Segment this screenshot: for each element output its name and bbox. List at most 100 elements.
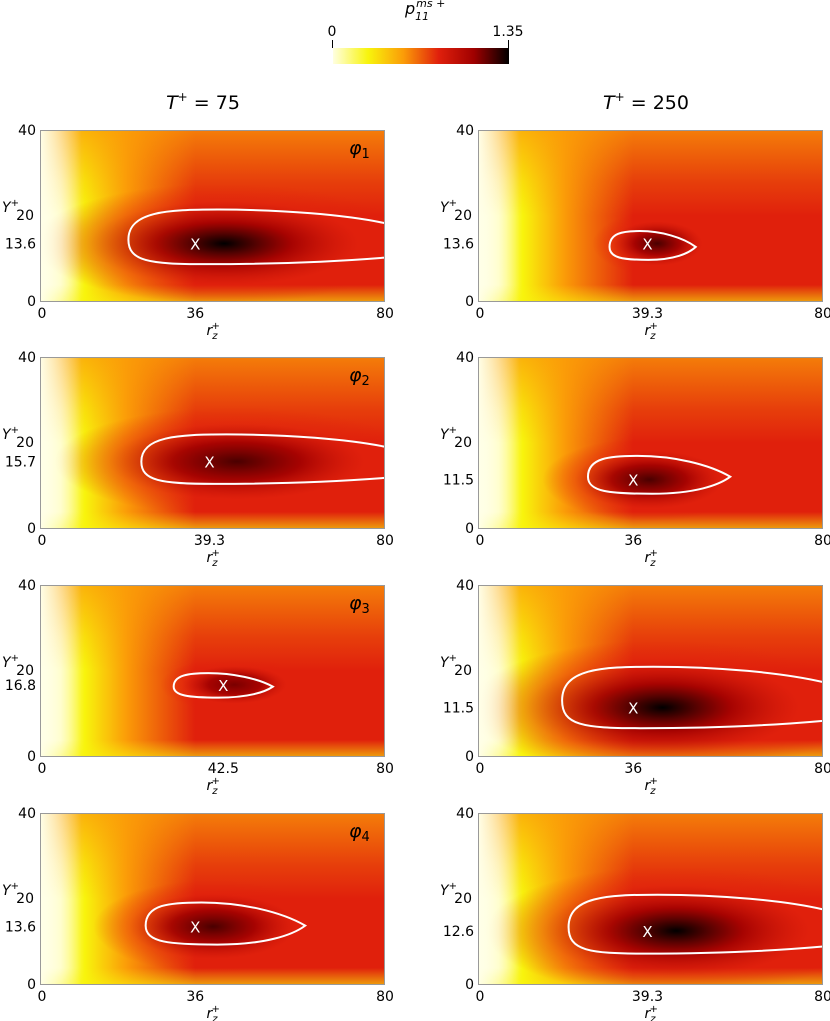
- panel-row2-T75: Xφ2 40 0 20Y+ 15.7 0 80 39.3rz+: [2, 350, 394, 569]
- y-tick-label-0: 0: [465, 294, 474, 310]
- x-peak-label: 42.5: [208, 761, 239, 777]
- x-tick-label-0: 0: [476, 989, 485, 1005]
- peak-marker: X: [642, 923, 652, 941]
- colorbar: p11ms + 0 1.35: [328, 0, 524, 64]
- x-axis-label: rz+: [645, 321, 658, 342]
- row-label-phi: φ2: [349, 364, 370, 389]
- panel-row3-T75: Xφ3 40 0 20Y+ 16.8 0 80 42.5rz+: [2, 578, 394, 797]
- y-tick-label-20: 20: [454, 891, 472, 907]
- x-peak-label: 36: [624, 761, 642, 777]
- x-peak-label: 39.3: [632, 989, 663, 1005]
- peak-marker: X: [218, 677, 228, 695]
- y-peak-label: 12.6: [443, 924, 474, 940]
- heatmap-wall-fade: [40, 357, 385, 529]
- y-tick-label-0: 0: [27, 294, 36, 310]
- heatmap-field: [478, 130, 823, 302]
- y-tick-label-40: 40: [18, 578, 36, 594]
- peak-marker: X: [628, 472, 638, 490]
- contour-line: [586, 454, 733, 495]
- panel-frame: [40, 585, 385, 757]
- y-axis-label: Y+: [440, 425, 457, 443]
- y-peak-label: 11.5: [443, 473, 474, 489]
- contour-line: [172, 672, 275, 699]
- x-peak-label: 39.3: [194, 533, 225, 549]
- panel-frame: [40, 357, 385, 529]
- x-tick-label-0: 0: [476, 533, 485, 549]
- x-tick-label-80: 80: [814, 761, 830, 777]
- contour-line: [144, 901, 308, 946]
- y-tick-label-40: 40: [456, 123, 474, 139]
- y-tick-label-20: 20: [16, 208, 34, 224]
- heatmap-wall-fade: [478, 357, 823, 529]
- heatmap-wall-fade: [40, 813, 385, 985]
- x-tick-label-0: 0: [476, 306, 485, 322]
- heatmap-wall-fade: [40, 585, 385, 757]
- x-axis-label: rz+: [207, 321, 220, 342]
- heatmap-field: [40, 813, 385, 985]
- x-peak-label: 36: [624, 533, 642, 549]
- contour-line: [561, 665, 823, 730]
- x-peak-label: 36: [186, 989, 204, 1005]
- y-axis-label: Y+: [440, 881, 457, 899]
- y-tick-label-40: 40: [18, 806, 36, 822]
- heatmap-field: [478, 357, 823, 529]
- y-tick-label-40: 40: [456, 578, 474, 594]
- x-axis-label: rz+: [645, 776, 658, 797]
- x-tick-label-0: 0: [476, 761, 485, 777]
- contour-line: [608, 230, 698, 261]
- y-peak-label: 13.6: [5, 920, 36, 936]
- panel-row4-T250: X 40 0 20Y+ 12.6 0 80 39.3rz+: [440, 806, 830, 1021]
- panel-frame: [40, 813, 385, 985]
- x-axis-label: rz+: [207, 548, 220, 569]
- x-tick-label-0: 0: [38, 761, 47, 777]
- y-tick-label-0: 0: [465, 749, 474, 765]
- heatmap-field: [40, 357, 385, 529]
- x-peak-label: 36: [186, 306, 204, 322]
- peak-marker: X: [628, 700, 638, 718]
- row-label-phi: φ3: [349, 592, 370, 617]
- y-tick-label-0: 0: [465, 521, 474, 537]
- x-tick-label-80: 80: [376, 989, 394, 1005]
- peak-marker: X: [642, 236, 652, 254]
- y-tick-label-40: 40: [456, 350, 474, 366]
- colorbar-gradient: [333, 48, 509, 64]
- y-tick-label-0: 0: [465, 977, 474, 993]
- heatmap-field: [478, 585, 823, 757]
- heatmap-field: [40, 130, 385, 302]
- x-tick-label-0: 0: [38, 306, 47, 322]
- column-title-1: T+ = 75: [166, 90, 240, 114]
- x-tick-label-80: 80: [814, 306, 830, 322]
- panel-frame: [478, 357, 823, 529]
- y-tick-label-20: 20: [454, 435, 472, 451]
- y-tick-label-20: 20: [16, 663, 34, 679]
- y-peak-label: 13.6: [5, 237, 36, 253]
- y-peak-label: 11.5: [443, 701, 474, 717]
- panel-frame: [478, 813, 823, 985]
- y-tick-label-20: 20: [454, 663, 472, 679]
- y-tick-label-40: 40: [18, 350, 36, 366]
- heatmap-field: [40, 585, 385, 757]
- heatmap-wall-fade: [478, 130, 823, 302]
- y-tick-label-20: 20: [454, 208, 472, 224]
- y-axis-label: Y+: [2, 881, 19, 899]
- contour-line: [567, 893, 823, 955]
- peak-marker: X: [204, 453, 214, 471]
- row-label-phi: φ1: [349, 137, 370, 162]
- x-axis-label: rz+: [645, 548, 658, 569]
- panel-row1-T250: X 40 0 20Y+ 13.6 0 80 39.3rz+: [440, 123, 830, 342]
- y-axis-label: Y+: [2, 653, 19, 671]
- y-peak-label: 16.8: [5, 678, 36, 694]
- x-tick-label-80: 80: [376, 761, 394, 777]
- y-peak-label: 15.7: [5, 454, 36, 470]
- x-axis-label: rz+: [207, 776, 220, 797]
- x-axis-label: rz+: [645, 1004, 658, 1021]
- row-label-phi: φ4: [349, 820, 370, 845]
- y-axis-label: Y+: [2, 425, 19, 443]
- y-tick-label-0: 0: [27, 521, 36, 537]
- heatmap-wall-fade: [478, 585, 823, 757]
- panel-frame: [40, 130, 385, 302]
